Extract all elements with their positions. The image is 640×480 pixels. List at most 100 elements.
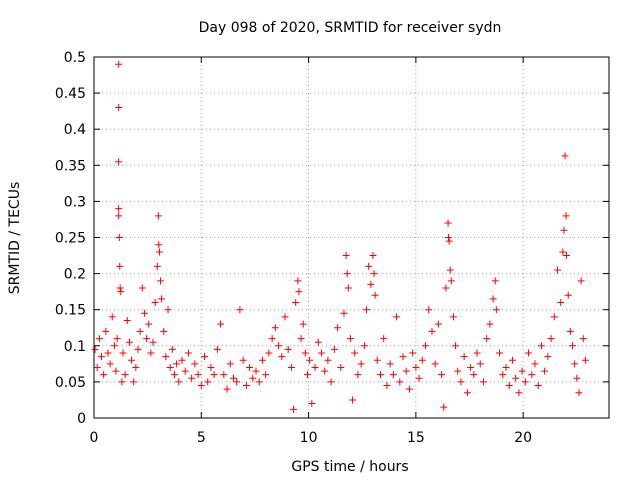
- data-point: [499, 371, 507, 379]
- data-point: [170, 371, 178, 379]
- y-tick-label: 0.2: [64, 267, 86, 283]
- x-tick-label: 20: [514, 430, 532, 446]
- data-point: [579, 335, 587, 343]
- data-point: [268, 335, 276, 343]
- data-point: [357, 360, 365, 368]
- data-point: [346, 335, 354, 343]
- data-point: [297, 335, 305, 343]
- data-point: [505, 382, 513, 390]
- data-point: [452, 342, 460, 350]
- data-point: [349, 396, 357, 404]
- data-point: [130, 378, 138, 386]
- data-point: [207, 363, 215, 371]
- data-point: [569, 342, 577, 350]
- data-point: [380, 335, 388, 343]
- data-point: [367, 280, 375, 288]
- data-point: [210, 371, 218, 379]
- data-point: [201, 353, 209, 361]
- data-point: [153, 262, 161, 270]
- data-point: [128, 356, 136, 364]
- data-point: [115, 234, 123, 241]
- data-points: [91, 60, 589, 413]
- data-point: [531, 360, 539, 368]
- data-point: [287, 363, 295, 371]
- y-tick-label: 0.25: [55, 231, 86, 247]
- data-point: [573, 374, 581, 382]
- data-point: [554, 266, 561, 274]
- data-point: [229, 374, 237, 382]
- data-point: [160, 327, 168, 335]
- data-point: [121, 371, 129, 379]
- data-point: [370, 270, 378, 278]
- data-point: [155, 241, 163, 249]
- data-point: [281, 313, 289, 321]
- data-point: [557, 298, 565, 306]
- y-tick-label: 0.5: [64, 50, 86, 66]
- y-tick-label: 0.05: [55, 375, 86, 391]
- data-point: [294, 277, 302, 285]
- data-point: [93, 363, 101, 371]
- data-point: [521, 378, 529, 386]
- data-point: [486, 320, 494, 328]
- y-tick-label: 0.1: [64, 339, 86, 355]
- data-point: [525, 349, 533, 357]
- data-point: [154, 212, 162, 220]
- data-point: [119, 349, 127, 357]
- data-point: [115, 205, 123, 213]
- data-point: [537, 342, 545, 350]
- x-tick-label: 0: [90, 430, 99, 446]
- data-point: [550, 313, 558, 321]
- data-point: [184, 349, 192, 357]
- data-point: [491, 277, 499, 285]
- data-point: [405, 385, 413, 393]
- data-point: [262, 371, 270, 379]
- data-point: [290, 405, 298, 413]
- data-point: [337, 363, 345, 371]
- data-point: [440, 403, 448, 411]
- x-tick-label: 5: [197, 430, 206, 446]
- data-point: [217, 320, 225, 328]
- data-point: [321, 367, 329, 375]
- y-tick-label: 0: [77, 411, 86, 427]
- data-point: [492, 306, 500, 314]
- data-point: [415, 374, 423, 382]
- data-point: [365, 262, 373, 270]
- data-point: [140, 309, 148, 317]
- data-point: [278, 353, 286, 361]
- data-point: [314, 338, 322, 346]
- data-point: [275, 342, 283, 350]
- data-point: [559, 248, 567, 256]
- data-point: [115, 158, 123, 166]
- data-point: [402, 367, 410, 375]
- data-point: [444, 234, 452, 241]
- data-point: [292, 298, 300, 306]
- data-point: [354, 371, 362, 379]
- data-point: [115, 104, 123, 112]
- data-point: [100, 371, 108, 379]
- data-point: [564, 291, 572, 299]
- data-point: [95, 335, 103, 343]
- data-point: [515, 389, 523, 397]
- data-point: [479, 378, 487, 386]
- data-point: [463, 389, 471, 397]
- data-point: [399, 353, 407, 361]
- y-tick-label: 0.3: [64, 194, 86, 210]
- data-point: [460, 353, 468, 361]
- data-point: [149, 338, 157, 346]
- data-point: [561, 152, 569, 160]
- data-point: [438, 371, 446, 379]
- data-point: [483, 335, 491, 343]
- data-point: [104, 349, 112, 357]
- data-point: [226, 360, 234, 368]
- data-point: [324, 356, 332, 364]
- data-point: [541, 367, 549, 375]
- data-point: [389, 371, 397, 379]
- data-point: [134, 345, 142, 353]
- data-point: [145, 320, 153, 328]
- data-point: [343, 270, 351, 278]
- data-point: [476, 360, 484, 368]
- x-tick-label: 10: [300, 430, 318, 446]
- data-point: [197, 382, 205, 390]
- data-point: [115, 212, 123, 220]
